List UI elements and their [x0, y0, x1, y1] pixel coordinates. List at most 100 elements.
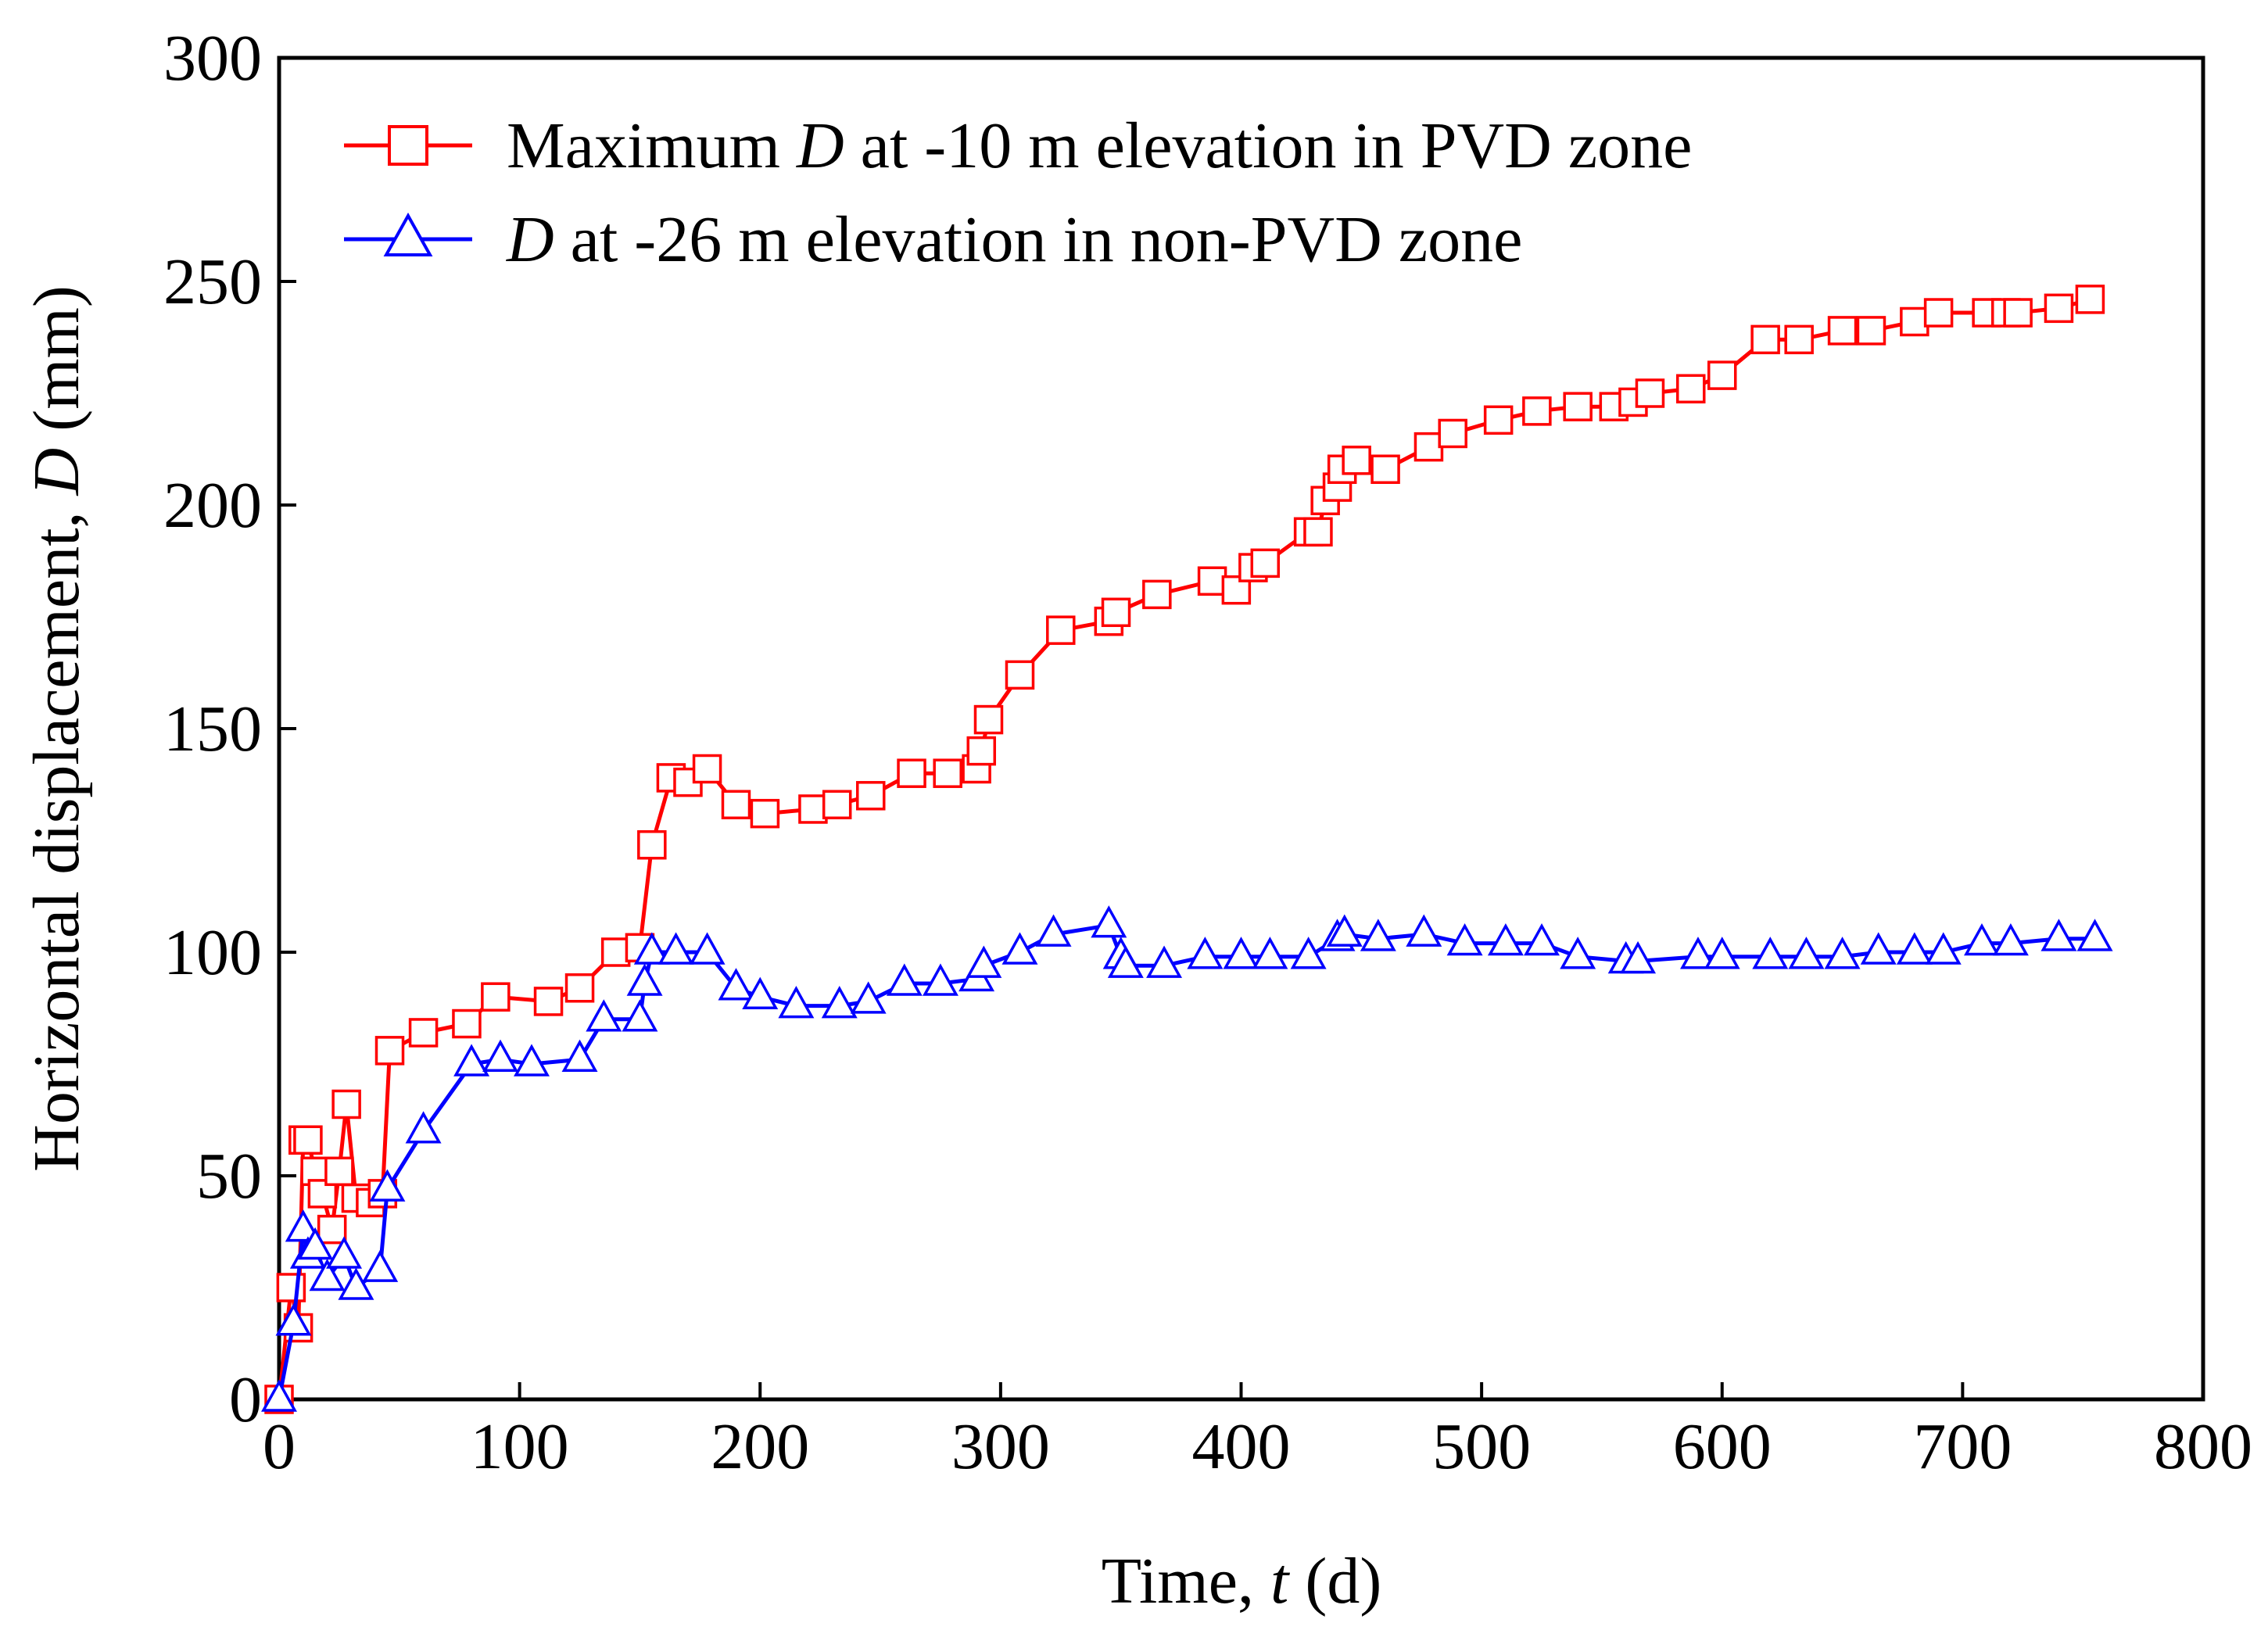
data-point-square	[798, 794, 828, 824]
series-layer	[261, 285, 2113, 1414]
data-point-square	[1923, 298, 1954, 328]
data-point-square	[637, 829, 667, 860]
y-tick-label: 200	[163, 469, 262, 542]
data-point-triangle	[369, 1169, 406, 1202]
x-tick-label: 0	[263, 1410, 296, 1483]
data-point-square	[1101, 597, 1131, 628]
data-point-square	[2044, 293, 2074, 324]
data-point-triangle	[297, 1227, 334, 1260]
data-point-triangle	[1223, 937, 1259, 969]
x-tick-label: 300	[951, 1410, 1050, 1483]
data-point-triangle	[1001, 932, 1038, 965]
data-point-triangle	[1704, 937, 1740, 969]
data-point-square	[1522, 396, 1552, 426]
data-point-square	[1676, 374, 1706, 404]
data-point-triangle	[657, 932, 694, 965]
y-tick-label: 100	[163, 916, 262, 989]
data-point-triangle	[514, 1044, 550, 1077]
data-point-triangle	[1487, 922, 1524, 956]
data-point-triangle	[1107, 945, 1144, 978]
data-point-triangle	[285, 1209, 321, 1242]
data-point-triangle	[586, 999, 622, 1032]
data-point-triangle	[1680, 937, 1716, 969]
data-point-triangle	[626, 963, 663, 996]
data-point-triangle	[261, 1379, 297, 1412]
data-point-square	[1197, 566, 1227, 596]
data-point-square	[276, 1273, 306, 1302]
x-tick-label: 500	[1432, 1410, 1531, 1483]
data-point-square	[331, 1089, 361, 1120]
data-point-triangle	[1146, 945, 1183, 978]
data-point-triangle	[275, 1303, 312, 1336]
data-point-triangle	[1360, 919, 1396, 951]
data-point-triangle	[1896, 932, 1933, 965]
data-point-triangle	[633, 932, 670, 965]
data-point-triangle	[1860, 932, 1897, 965]
data-point-square	[966, 736, 997, 766]
data-point-square	[452, 1008, 482, 1039]
data-point-triangle	[309, 1258, 346, 1291]
data-point-triangle	[886, 963, 923, 996]
data-point-triangle	[1925, 932, 1962, 965]
data-point-square	[933, 758, 962, 788]
legend-entry-series-2: D at -26 m elevation in non-PVD zone	[344, 203, 1522, 276]
data-point-square	[1563, 392, 1593, 421]
data-point-triangle	[2040, 919, 2077, 951]
data-point-triangle	[405, 1111, 442, 1144]
series-line	[277, 297, 2091, 1400]
data-point-square	[1250, 548, 1281, 579]
data-point-triangle	[561, 1039, 598, 1073]
data-point-square	[897, 758, 926, 788]
data-point-square	[856, 781, 886, 811]
data-point-triangle	[1560, 937, 1596, 969]
legend: Maximum D at -10 m elevation in PVD zone…	[344, 109, 1692, 276]
data-point-square	[317, 1214, 347, 1245]
data-point-square	[2003, 298, 2033, 328]
data-point-triangle	[1992, 922, 2029, 956]
data-point-square	[1707, 360, 1737, 390]
data-point-triangle	[689, 932, 726, 965]
axis-ticks: 0 100 200 300 400 500 600 700 800 0 50 100 150 200 250…	[163, 22, 2252, 1483]
data-point-square	[1856, 316, 1886, 346]
data-point-triangle	[1091, 905, 1127, 938]
data-point-triangle	[1290, 937, 1327, 969]
x-tick-label: 100	[471, 1410, 569, 1483]
data-point-triangle	[718, 968, 754, 1001]
data-point-triangle	[922, 963, 958, 996]
data-point-triangle	[1824, 937, 1861, 969]
data-point-square	[692, 754, 722, 784]
data-point-square	[1438, 418, 1467, 449]
y-tick-label: 50	[196, 1140, 262, 1213]
data-point-triangle	[1964, 922, 2000, 956]
data-point-triangle	[1406, 914, 1442, 947]
data-point-square	[408, 1018, 439, 1048]
data-point-triangle	[1446, 922, 1483, 956]
data-point-square	[1005, 660, 1035, 690]
data-point-square	[750, 798, 780, 829]
data-point-triangle	[326, 1236, 363, 1269]
legend-marker-square	[388, 125, 428, 166]
data-point-triangle	[1788, 937, 1825, 969]
data-point-square	[1303, 517, 1333, 547]
data-point-triangle	[1252, 937, 1288, 969]
data-point-triangle	[742, 976, 779, 1009]
data-point-square	[293, 1125, 323, 1155]
data-point-square	[1342, 446, 1371, 475]
data-point-square	[1900, 306, 1929, 337]
x-axis-title: Time, t (d)	[1102, 1545, 1382, 1617]
data-point-square	[1142, 579, 1172, 610]
data-point-square	[481, 982, 511, 1012]
y-tick-label: 250	[163, 245, 262, 318]
data-point-square	[1750, 324, 1780, 355]
series-1	[264, 285, 2105, 1414]
data-point-triangle	[1326, 914, 1363, 947]
data-point-square	[1784, 324, 1814, 355]
data-point-triangle	[453, 1044, 490, 1077]
x-tick-label: 400	[1192, 1410, 1291, 1483]
data-point-triangle	[362, 1249, 399, 1282]
data-point-square	[374, 1036, 405, 1066]
data-point-square	[1046, 615, 1076, 645]
y-axis-title: Horizontal displacement, D (mm)	[20, 285, 93, 1172]
data-point-square	[1827, 316, 1858, 346]
data-point-triangle	[821, 986, 858, 1019]
